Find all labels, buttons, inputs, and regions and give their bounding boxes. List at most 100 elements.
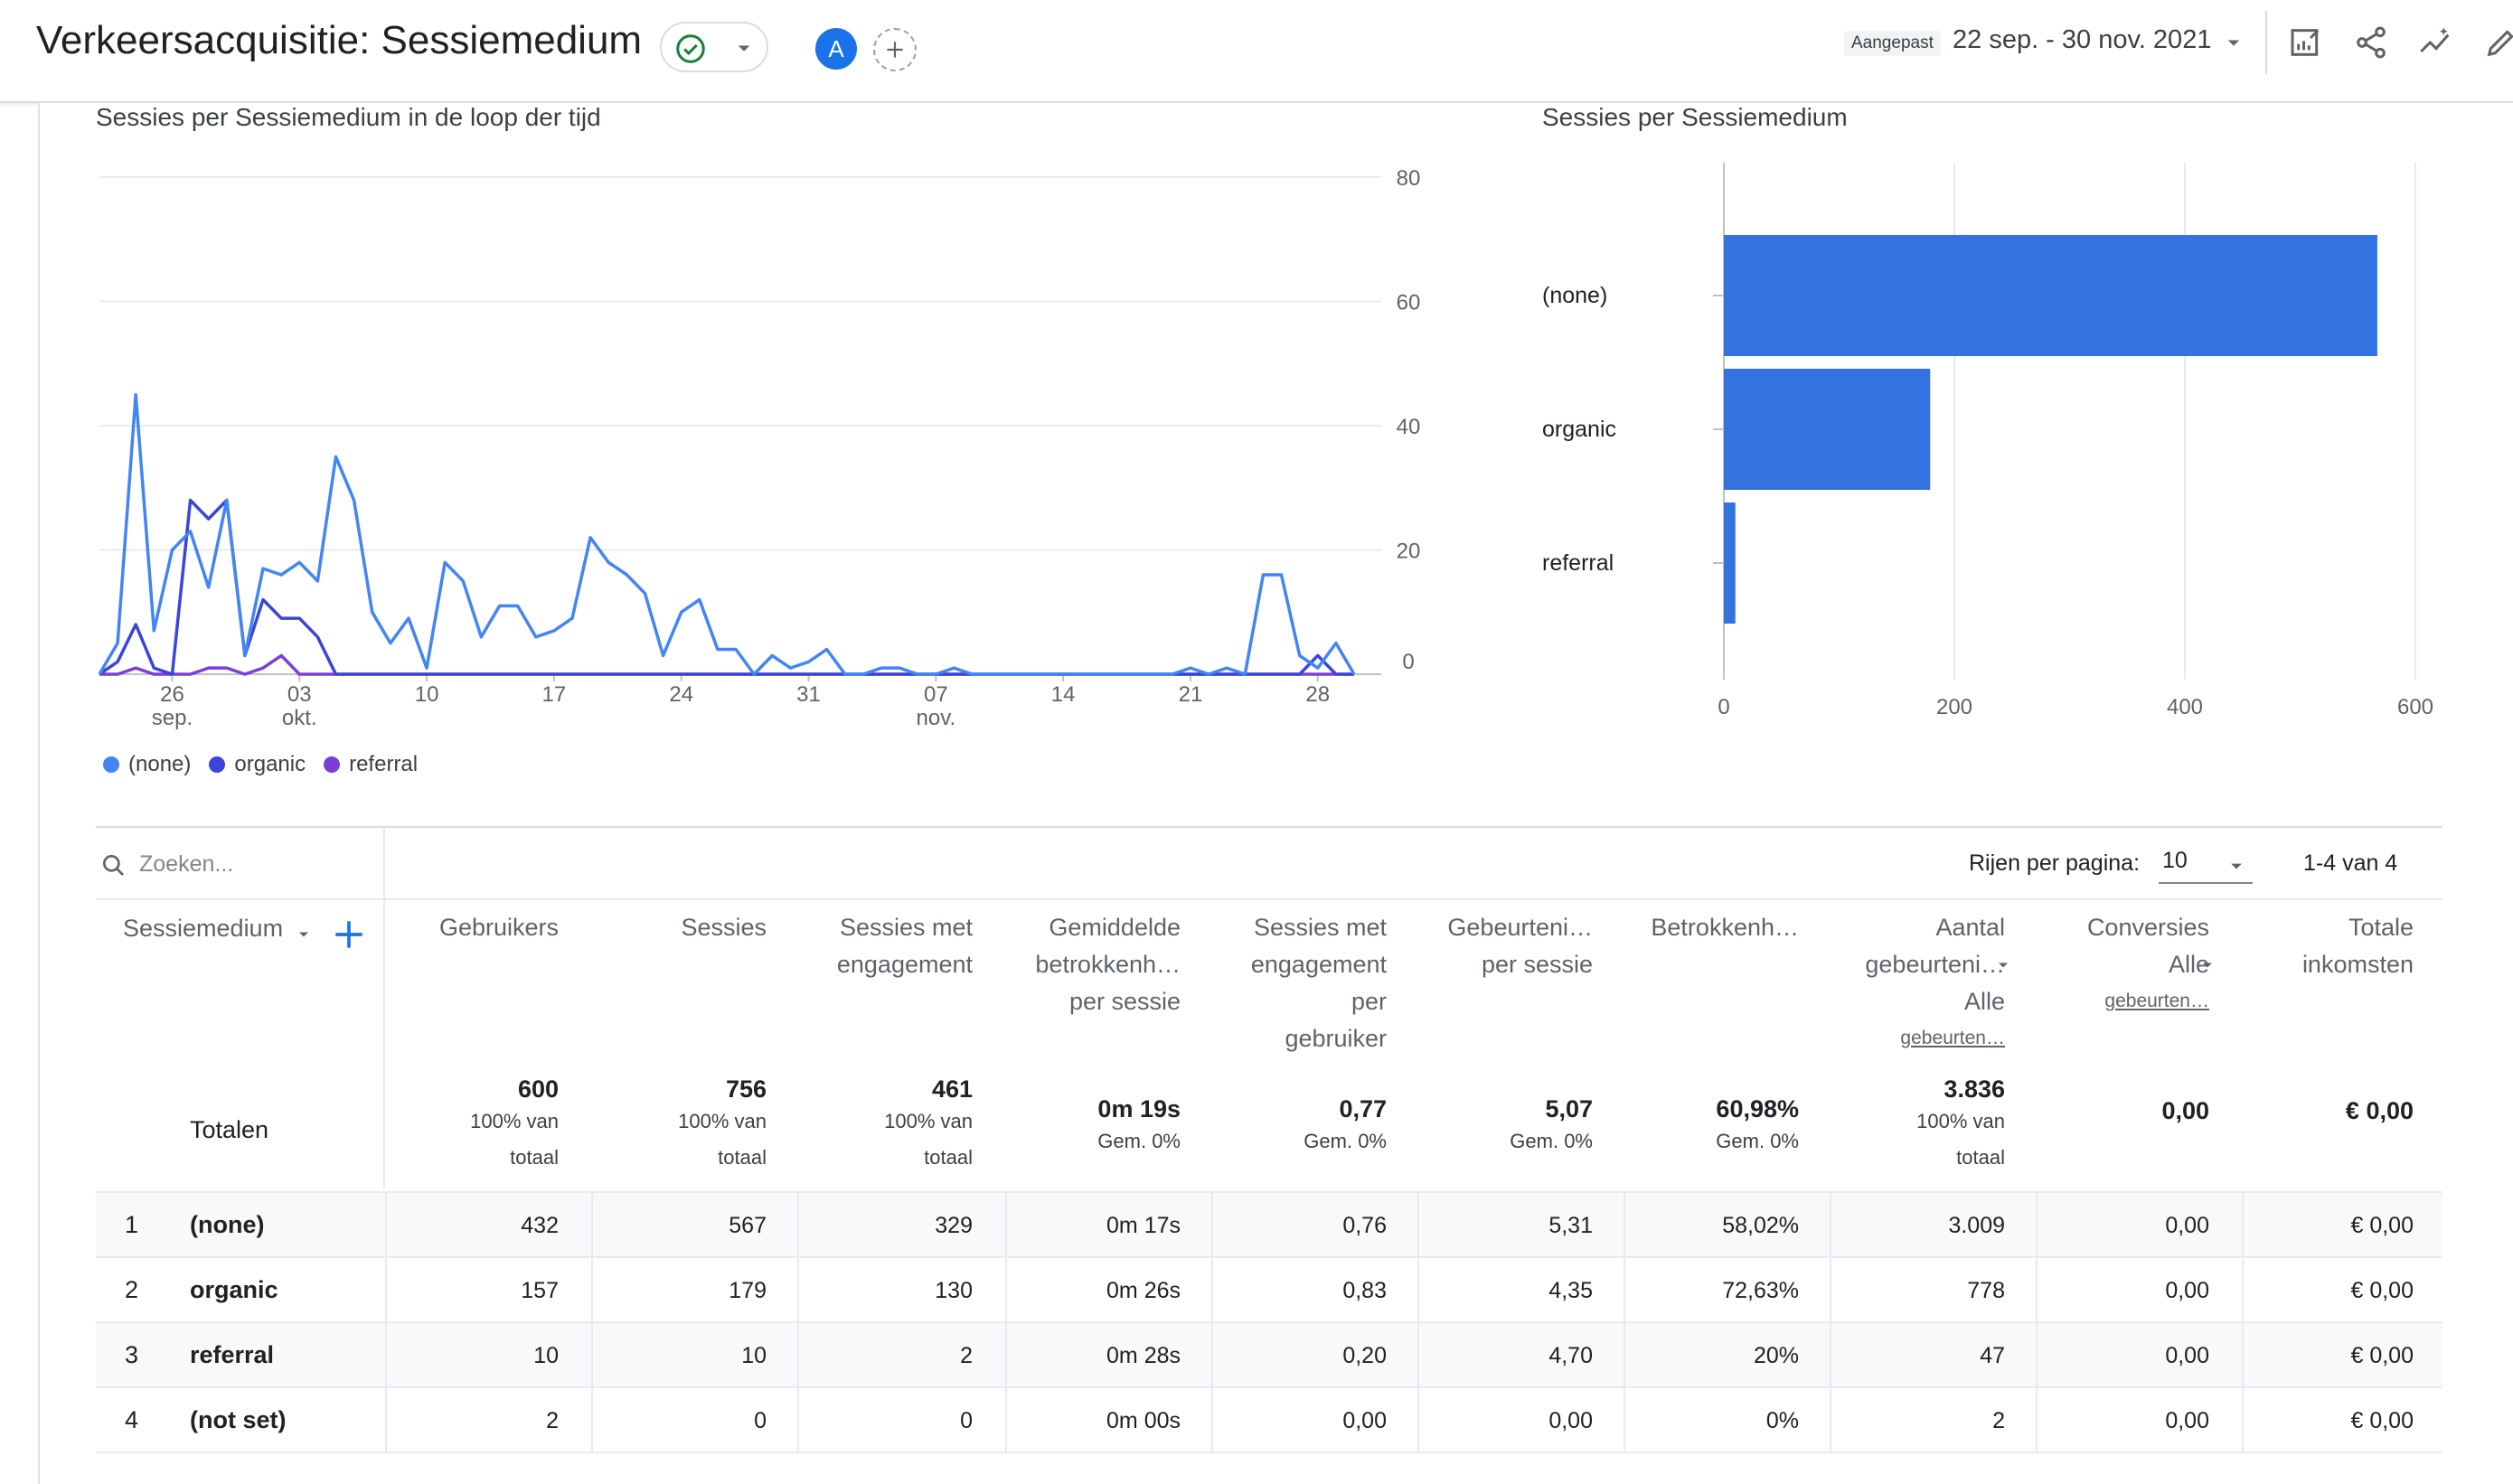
y-tick-label: 40 [1397,415,1421,439]
x-tick-label: 24 [669,682,693,707]
table-cell: 778 [1967,1278,2005,1303]
column-separator [1624,1388,1625,1453]
column-header-filter-link[interactable]: gebeurten… [1900,1028,2005,1048]
column-separator [1005,1258,1007,1323]
table-cell: 10 [741,1343,767,1368]
column-header[interactable]: Betrokkenh… [1651,909,1799,946]
x-tick-label: 28 [1305,682,1330,707]
search-input[interactable] [139,846,374,882]
chevron-down-icon[interactable] [2220,29,2247,56]
column-header-line: Totale [2348,914,2414,941]
totals-subtext: Gem. 0% [1304,1130,1387,1152]
chevron-down-icon[interactable] [2198,956,2217,974]
column-header-line: Sessies [681,914,767,941]
bar-none[interactable] [1724,235,2377,356]
table-cell: 2 [960,1343,973,1368]
table-row[interactable]: 3 referral 10 10 2 0m 28s 0,20 4,70 20% 47 0,00 € 0… [96,1321,2442,1388]
column-header[interactable]: Conversies Alle gebeurten… [2087,909,2209,1019]
column-separator [385,1258,387,1323]
legend-item[interactable]: organic [209,752,306,777]
column-header[interactable]: Gebeurteni… per sessie [1447,909,1593,983]
totals-label: Totalen [190,1116,269,1143]
table-bottom-divider [96,1451,2442,1453]
chevron-down-icon[interactable] [1994,956,2012,974]
column-separator [2242,1258,2244,1323]
chevron-down-icon[interactable] [295,925,313,944]
pagination-info: 1-4 van 4 [2303,850,2398,876]
dimension-header[interactable]: Sessiemedium [123,915,284,942]
column-header-filter-link[interactable]: gebeurten… [2104,991,2209,1011]
bar-referral[interactable] [1724,502,1736,624]
totals-value: 5,07 [1545,1095,1593,1122]
totals-cell: 461 100% van totaal [884,1075,973,1176]
totals-subtext: totaal [718,1146,767,1169]
column-separator [2242,1388,2244,1453]
totals-subtext: Gem. 0% [1716,1130,1799,1152]
column-separator [385,1388,387,1453]
insights-icon[interactable] [2414,20,2459,65]
column-header-line: inkomsten [2301,951,2414,978]
table-row[interactable]: 2 organic 157 179 130 0m 26s 0,83 4,35 72,63% 778… [96,1256,2442,1323]
column-header[interactable]: Sessies met engagement per gebruiker [1251,909,1387,1057]
table-cell: 10 [533,1343,559,1368]
search-icon [103,855,124,876]
totals-cell: 3.836 100% van totaal [1916,1075,2005,1176]
x-tick-label: 10 [415,682,439,707]
table-row[interactable]: 1 (none) 432 567 329 0m 17s 0,76 5,31 58,02% 3.00… [96,1191,2442,1258]
dimension-column-divider [383,828,385,1189]
column-header[interactable]: Sessies met engagement [837,909,973,983]
customize-report-icon[interactable] [2283,20,2329,65]
comparison-avatar[interactable]: A [815,28,857,70]
table-cell: 0,00 [2165,1278,2209,1303]
add-comparison-button[interactable] [873,28,917,71]
table-search[interactable] [96,828,385,900]
rows-per-page-select[interactable]: 10 [2159,841,2253,884]
column-separator [1005,1323,1007,1388]
table-cell: 0,76 [1342,1213,1387,1238]
totals-cell: 0,00 [2161,1097,2209,1125]
column-header-line: Sessies met [1253,914,1387,941]
column-separator [1417,1388,1419,1453]
table-cell: 0m 26s [1106,1278,1181,1303]
column-header[interactable]: Totale inkomsten [2302,909,2414,983]
row-dimension-value: referral [190,1341,275,1368]
column-header[interactable]: Aantal gebeurteni… Alle gebeurten… [1865,909,2005,1057]
totals-cell: 60,98% Gem. 0% [1716,1095,1799,1160]
add-dimension-icon[interactable] [329,915,369,954]
table-row[interactable]: 4 (not set) 2 0 0 0m 00s 0,00 0,00 0% 2 0,00 € 0,00 [96,1386,2442,1453]
table-cell: 432 [521,1213,559,1238]
totals-value: € 0,00 [2345,1097,2414,1124]
totals-cell: 756 100% van totaal [678,1075,767,1176]
x-tick-sublabel: okt. [282,706,317,730]
table-cell: 0 [754,1408,767,1433]
bar-organic[interactable] [1724,369,1931,490]
totals-subtext: 100% van [1916,1110,2005,1132]
column-separator [797,1193,799,1258]
column-header[interactable]: Gebruikers [439,909,559,946]
legend-item[interactable]: (none) [103,752,191,777]
table-cell: 0,20 [1342,1343,1387,1368]
table-cell: 4,70 [1548,1343,1593,1368]
share-icon[interactable] [2348,20,2394,65]
date-range-picker[interactable]: 22 sep. - 30 nov. 2021 [1953,25,2212,54]
column-separator [2242,1193,2244,1258]
legend-item[interactable]: referral [324,752,418,777]
table-cell: 0,00 [2165,1213,2209,1238]
page-title: Verkeersacquisitie: Sessiemedium [36,18,643,62]
totals-cell: 0m 19s Gem. 0% [1097,1095,1181,1160]
y-tick-label: 80 [1397,166,1421,191]
edit-icon[interactable] [2479,20,2513,65]
table-cell: 5,31 [1548,1213,1593,1238]
table-cell: 3.009 [1948,1213,2005,1238]
table-cell: 0,00 [1342,1408,1387,1433]
column-header[interactable]: Gemiddelde betrokkenh… per sessie [1035,909,1181,1020]
totals-value: 0m 19s [1097,1095,1181,1122]
x-tick-label: 400 [2167,695,2203,719]
column-header[interactable]: Sessies [681,909,767,946]
row-dimension-value: (not set) [190,1406,287,1433]
table-cell: € 0,00 [2350,1408,2414,1433]
series-line-referral [99,653,1354,676]
report-status-dropdown[interactable] [660,22,768,72]
column-header-line: betrokkenh… [1035,951,1181,978]
